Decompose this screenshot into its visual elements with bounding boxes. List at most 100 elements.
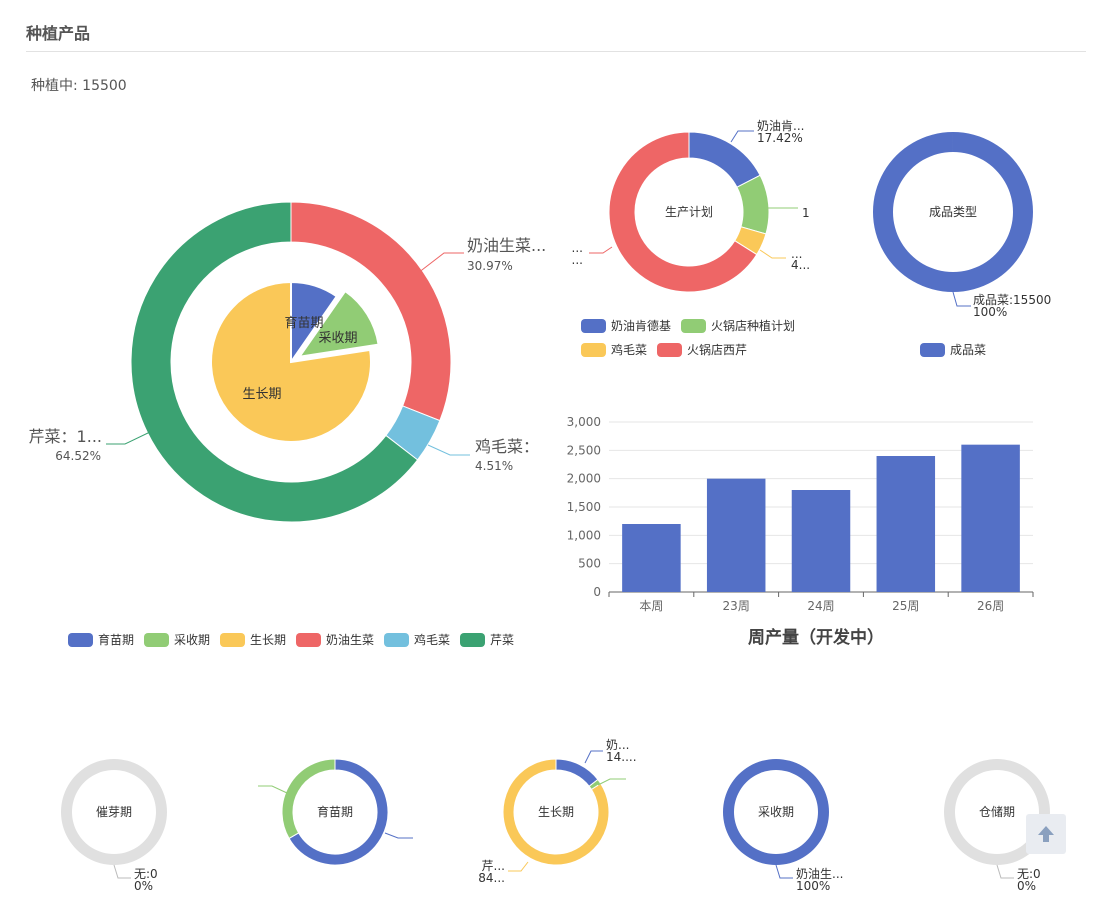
legend-swatch	[384, 633, 409, 647]
y-tick-label: 1,000	[567, 528, 601, 542]
leader-line	[584, 750, 603, 764]
stage-pie-group	[210, 280, 380, 443]
legend-swatch	[657, 343, 682, 357]
chart-title: 周产量（开发中）	[748, 627, 884, 648]
product-ring-label: 鸡毛菜：	[475, 437, 539, 456]
bar	[622, 524, 681, 592]
legend-label: 鸡毛菜	[414, 632, 450, 647]
type-donut-label: 成品菜:15500	[973, 293, 1051, 307]
legend-label: 生长期	[250, 633, 286, 647]
leader-line	[775, 864, 793, 879]
leader-line	[113, 864, 131, 879]
legend-label: 成品菜	[950, 343, 986, 357]
stage-donut-percent: 0%	[134, 879, 153, 893]
bar	[876, 456, 936, 592]
leader-line	[106, 431, 151, 445]
type-donut-center-label: 成品类型	[929, 205, 977, 219]
plan-donut-label: 奶油肯...	[757, 119, 804, 133]
stage-donut-percent: 100%	[796, 879, 830, 893]
leader-line	[258, 785, 288, 794]
legend-label: 火锅店种植计划	[711, 318, 795, 333]
x-tick-label: 26周	[977, 599, 1004, 613]
stage-donut-label: 奶...	[606, 738, 629, 752]
stage-donut-percent: 84...	[478, 871, 505, 885]
growth-donut-slice-1	[555, 758, 599, 787]
legend-swatch	[68, 633, 93, 647]
stage-donut-center-label: 生长期	[538, 805, 574, 819]
product-ring-slice-3	[130, 201, 419, 523]
legend-swatch	[681, 319, 706, 333]
leader-line	[996, 864, 1014, 879]
stage-pie-label: 育苗期	[284, 315, 323, 331]
leader-line	[384, 832, 413, 839]
leader-line	[589, 246, 613, 254]
stage-donut-center-label: 仓储期	[979, 804, 1015, 819]
stage-donut-percent: 0%	[1017, 879, 1036, 893]
legend-label: 奶油肯德基	[611, 318, 671, 333]
stage-pie-slice-2	[297, 289, 380, 359]
product-ring-percent: 30.97%	[467, 259, 513, 273]
plan-donut-percent: ...	[572, 253, 583, 267]
plan-donut-percent: 17.42%	[757, 131, 803, 145]
stage-donut-label: 奶油生...	[796, 867, 843, 881]
leader-line	[952, 291, 971, 307]
plan-donut-percent: 4...	[791, 258, 810, 272]
plan-donut-slice-1	[688, 131, 761, 188]
product-ring-percent: 4.51%	[475, 459, 513, 473]
legend-swatch	[296, 633, 321, 647]
planting-count: 种植中: 15500	[31, 78, 127, 94]
stage-donut-label: 芹...	[482, 859, 505, 873]
y-tick-label: 0	[593, 585, 601, 599]
product-ring-group	[130, 201, 452, 523]
x-tick-label: 25周	[892, 599, 919, 613]
type-donut-percent: 100%	[973, 305, 1007, 319]
y-tick-label: 2,500	[567, 443, 601, 457]
y-tick-label: 2,000	[567, 472, 601, 486]
y-tick-label: 500	[578, 557, 601, 571]
growth-donut-group	[502, 758, 610, 866]
x-tick-label: 23周	[723, 599, 750, 613]
stage-donut-center-label: 育苗期	[317, 804, 353, 819]
bar	[706, 478, 766, 592]
legend-label: 鸡毛菜	[611, 342, 647, 357]
stage-donut-label: 无:0	[1017, 867, 1041, 881]
product-ring-label: 奶油生菜...	[467, 236, 546, 255]
legend-swatch	[144, 633, 169, 647]
plan-donut-label: 1	[802, 206, 810, 220]
leader-line	[417, 252, 464, 274]
legend-label: 育苗期	[98, 632, 134, 647]
product-ring-percent: 64.52%	[55, 449, 101, 463]
stage-donut-percent: 14....	[606, 750, 637, 764]
seedling-donut-group	[281, 758, 389, 866]
arrow-up-icon	[1038, 826, 1054, 842]
stage-donut-center-label: 采收期	[758, 805, 794, 819]
seedling-donut-slice-2	[281, 758, 336, 840]
stage-pie-label: 生长期	[242, 387, 281, 402]
plan-donut-center-label: 生产计划	[665, 205, 713, 219]
plan-donut-label: ...	[791, 247, 802, 261]
leader-line	[597, 778, 626, 786]
y-tick-label: 3,000	[567, 415, 601, 429]
leader-line	[730, 130, 754, 143]
plan-donut-label: ...	[572, 241, 583, 255]
stage-pie-slice-3	[210, 280, 372, 443]
legend-label: 采收期	[174, 633, 210, 647]
back-to-top-button[interactable]	[1026, 814, 1066, 854]
bar	[791, 490, 851, 592]
stage-donut-center-label: 催芽期	[96, 805, 132, 819]
legend-swatch	[460, 633, 485, 647]
plan-donut-slice-4	[608, 131, 758, 293]
product-ring-label: 芹菜：1...	[29, 427, 102, 446]
legend-swatch	[581, 343, 606, 357]
legend-label: 芹菜	[490, 633, 514, 647]
title-divider	[26, 51, 1086, 52]
stage-pie-label: 采收期	[318, 331, 357, 346]
leader-line	[508, 861, 529, 872]
legend-swatch	[920, 343, 945, 357]
x-tick-label: 本周	[639, 599, 663, 613]
page-title: 种植产品	[26, 24, 91, 43]
bar	[961, 444, 1020, 592]
stage-donut-label: 无:0	[134, 867, 158, 881]
plan-donut-group	[608, 131, 770, 293]
